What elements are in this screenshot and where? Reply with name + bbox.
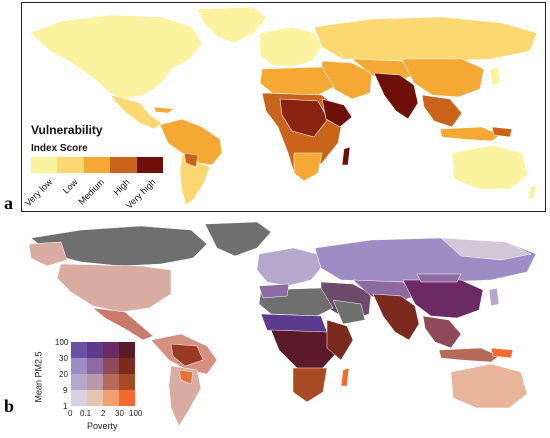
bivariate-y-title: Mean PM2.5 [33, 351, 44, 403]
vulnerability-map-panel: Vulnerability Index Score Very low Low M… [21, 2, 546, 212]
bivariate-cell [119, 374, 135, 390]
south-america-north-region [159, 118, 223, 166]
bivariate-cell [103, 342, 119, 358]
central-america-region [109, 94, 163, 130]
mexico-region [92, 307, 154, 341]
legend-swatch-low [57, 157, 84, 173]
pm25-poverty-map-panel: 100 30 20 9 1 Mean PM2.5 0 0.1 2 30 100 … [21, 220, 546, 435]
russia-region [313, 16, 538, 62]
bolivia-region-b [178, 369, 194, 385]
legend-swatch-very-low [31, 157, 58, 173]
south-america-south-region [179, 154, 211, 206]
bivariate-cell [87, 390, 103, 406]
bivariate-cell [119, 358, 135, 374]
central-africa-region [279, 98, 329, 138]
mongolia-region [416, 273, 462, 283]
bivariate-cell [71, 374, 87, 390]
south-asia-region-b [372, 293, 420, 341]
vulnerability-legend-title: Vulnerability [31, 123, 103, 137]
bolivia-region [183, 152, 199, 168]
bivariate-cell [87, 342, 103, 358]
australia-region-b [450, 363, 528, 409]
bivariate-x-tick: 0 [68, 409, 73, 418]
bivariate-x-tick: 30 [115, 409, 124, 418]
new-zealand-region [527, 184, 537, 200]
bivariate-x-tick: 100 [129, 409, 143, 418]
panel-letter-a: a [4, 193, 13, 213]
bivariate-y-tick: 20 [59, 370, 68, 379]
bivariate-cell [87, 374, 103, 390]
bivariate-cell [103, 390, 119, 406]
legend-swatch-very-high [136, 157, 164, 173]
siberia-region [440, 237, 532, 261]
south-asia-region [373, 72, 419, 120]
east-asia-region [401, 58, 485, 98]
bivariate-cell [71, 390, 87, 406]
europe-region-b [256, 247, 322, 287]
north-africa-region [259, 66, 335, 96]
bivariate-cell [119, 342, 135, 358]
japan-region-b [488, 287, 500, 307]
arabia-region [332, 299, 366, 325]
southern-africa-region [293, 152, 323, 182]
bivariate-grid [71, 342, 135, 406]
png-region [491, 126, 513, 138]
southeast-asia-region-b [422, 315, 462, 349]
madagascar-region [341, 146, 351, 166]
bivariate-x-tick: 0.1 [80, 409, 92, 418]
west-canada-region [28, 241, 68, 267]
bivariate-cell [71, 342, 87, 358]
horn-of-africa-region [321, 98, 353, 128]
north-america-region [29, 14, 203, 100]
maghreb-region [258, 283, 290, 299]
indonesia-region-b [438, 347, 500, 363]
bivariate-y-tick: 9 [63, 386, 68, 395]
bivariate-x-tick: 2 [101, 409, 106, 418]
bivariate-x-title: Poverty [87, 421, 118, 431]
greenland-region-b [204, 221, 272, 257]
australia-region [451, 144, 529, 190]
canada-region [30, 225, 208, 267]
amazon-region [170, 343, 204, 367]
bivariate-cell [87, 358, 103, 374]
caribbean-region [153, 106, 175, 114]
china-region [402, 279, 484, 319]
png-region-b [490, 347, 514, 359]
bivariate-legend: 100 30 20 9 1 Mean PM2.5 0 0.1 2 30 100 … [21, 338, 151, 435]
south-america-south-region-b [168, 365, 202, 427]
southern-africa-region-b [292, 367, 328, 403]
madagascar-region-b [340, 367, 350, 387]
vulnerability-legend-scale [31, 157, 164, 173]
east-africa-region [326, 319, 354, 361]
panel-letter-b: b [4, 396, 15, 416]
legend-swatch-high [110, 157, 137, 173]
southeast-asia-region [421, 94, 463, 128]
bivariate-y-tick: 100 [55, 338, 69, 347]
greenland-region [196, 6, 268, 44]
bivariate-cell [71, 358, 87, 374]
bivariate-cell [119, 390, 135, 406]
usa-region [56, 263, 172, 313]
pm25-poverty-map [21, 220, 546, 435]
legend-swatch-medium [83, 157, 111, 173]
bivariate-y-tick: 1 [63, 402, 68, 411]
indonesia-region [439, 126, 501, 142]
bivariate-cell [103, 358, 119, 374]
bivariate-cell [103, 374, 119, 390]
europe-region [259, 26, 323, 68]
bivariate-y-tick: 30 [59, 354, 68, 363]
vulnerability-legend-subtitle: Index Score [31, 143, 88, 154]
japan-region [489, 66, 501, 86]
vulnerability-map [22, 3, 545, 211]
